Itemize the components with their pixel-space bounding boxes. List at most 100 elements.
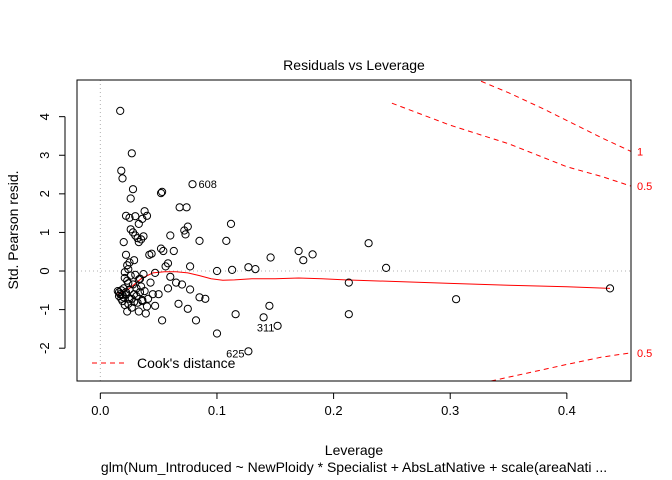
data-point [244, 347, 253, 356]
cooks-distance-label: 1 [637, 146, 643, 158]
data-point [259, 313, 268, 322]
data-point [138, 297, 147, 306]
data-point [125, 213, 134, 222]
data-point [266, 253, 275, 262]
data-point [183, 304, 192, 313]
x-tick-label: 0.1 [208, 403, 226, 418]
data-point [191, 316, 201, 325]
y-tick-label: 3 [37, 152, 52, 159]
data-point [151, 301, 160, 310]
cooks-distance-labels: 1 0.5 0.5 [637, 146, 652, 359]
data-point [382, 263, 391, 272]
data-point [182, 203, 191, 212]
x-axis-title: Leverage [325, 442, 384, 458]
y-axis-title: Std. Pearson resid. [5, 170, 21, 289]
data-point [299, 256, 308, 265]
data-point [141, 309, 150, 318]
data-point [116, 106, 125, 116]
y-axis: -2 -1 0 1 2 3 4 [37, 113, 66, 354]
chart-title: Residuals vs Leverage [283, 57, 425, 73]
data-point [605, 284, 615, 293]
data-point [131, 212, 140, 221]
data-point [169, 246, 178, 256]
data-point [172, 278, 181, 287]
data-point [134, 275, 143, 284]
data-point [452, 295, 461, 304]
x-tick-label: 0.0 [91, 403, 109, 418]
data-point [158, 187, 167, 196]
data-point [156, 244, 166, 253]
data-point [117, 166, 126, 175]
point-label: 311 [257, 322, 275, 334]
y-tick-label: 0 [37, 267, 52, 274]
data-point [195, 236, 204, 245]
data-point [147, 249, 156, 258]
data-point [151, 268, 160, 277]
cooks-distance-curve [490, 352, 631, 381]
data-point [120, 268, 129, 277]
data-point [142, 211, 152, 220]
y-tick-label: 1 [37, 229, 52, 236]
data-point [119, 238, 128, 247]
data-point [140, 207, 149, 216]
chart-subtitle: glm(Num_Introduced ~ NewPloidy * Special… [101, 459, 607, 475]
data-point [121, 250, 131, 259]
data-point [127, 149, 136, 158]
data-point [125, 258, 134, 267]
y-tick-label: 4 [37, 113, 52, 120]
data-point [144, 294, 153, 303]
plot-area: 608 311 625 [77, 80, 631, 381]
data-point [114, 292, 124, 301]
data-point [188, 180, 197, 189]
legend: Cook's distance [92, 355, 236, 371]
cooks-distance-label: 0.5 [637, 348, 652, 360]
data-point [364, 239, 373, 248]
data-point [195, 293, 204, 302]
data-point [308, 250, 317, 259]
data-point [133, 234, 142, 243]
data-point [175, 203, 184, 212]
data-point [163, 284, 173, 293]
data-point [134, 307, 143, 316]
data-point [137, 235, 146, 244]
legend-label: Cook's distance [137, 355, 236, 371]
plot-frame [76, 79, 632, 382]
data-point [120, 300, 129, 310]
data-point [251, 265, 260, 274]
data-point [201, 294, 210, 303]
cooks-distance-label: 0.5 [637, 181, 652, 193]
data-point [222, 236, 231, 245]
data-point [113, 287, 122, 296]
data-point [134, 238, 143, 247]
data-point [131, 231, 140, 240]
data-point [126, 194, 135, 203]
data-point [118, 174, 127, 183]
data-point [123, 261, 132, 270]
data-point [159, 246, 168, 256]
data-point [212, 266, 222, 276]
data-point [273, 321, 282, 330]
data-point [156, 189, 166, 198]
data-point [117, 286, 126, 295]
x-axis: 0.0 0.1 0.2 0.3 0.4 [91, 392, 576, 418]
data-point [154, 290, 163, 299]
data-point [137, 282, 146, 291]
data-point [294, 246, 303, 256]
smooth-trend-line [117, 271, 611, 295]
point-label: 608 [198, 179, 216, 191]
data-point [120, 273, 129, 283]
data-point [174, 299, 183, 308]
data-point [344, 310, 353, 319]
data-point [265, 301, 274, 310]
data-point [177, 280, 187, 289]
data-point [128, 185, 138, 194]
cooks-distance-curve [391, 102, 631, 187]
cooks-distance-curve [476, 80, 631, 152]
y-tick-label: -2 [37, 342, 52, 354]
data-point [146, 278, 155, 287]
data-point [158, 316, 167, 325]
y-tick-label: -1 [37, 304, 52, 316]
data-point [166, 272, 175, 281]
data-point [130, 297, 139, 306]
